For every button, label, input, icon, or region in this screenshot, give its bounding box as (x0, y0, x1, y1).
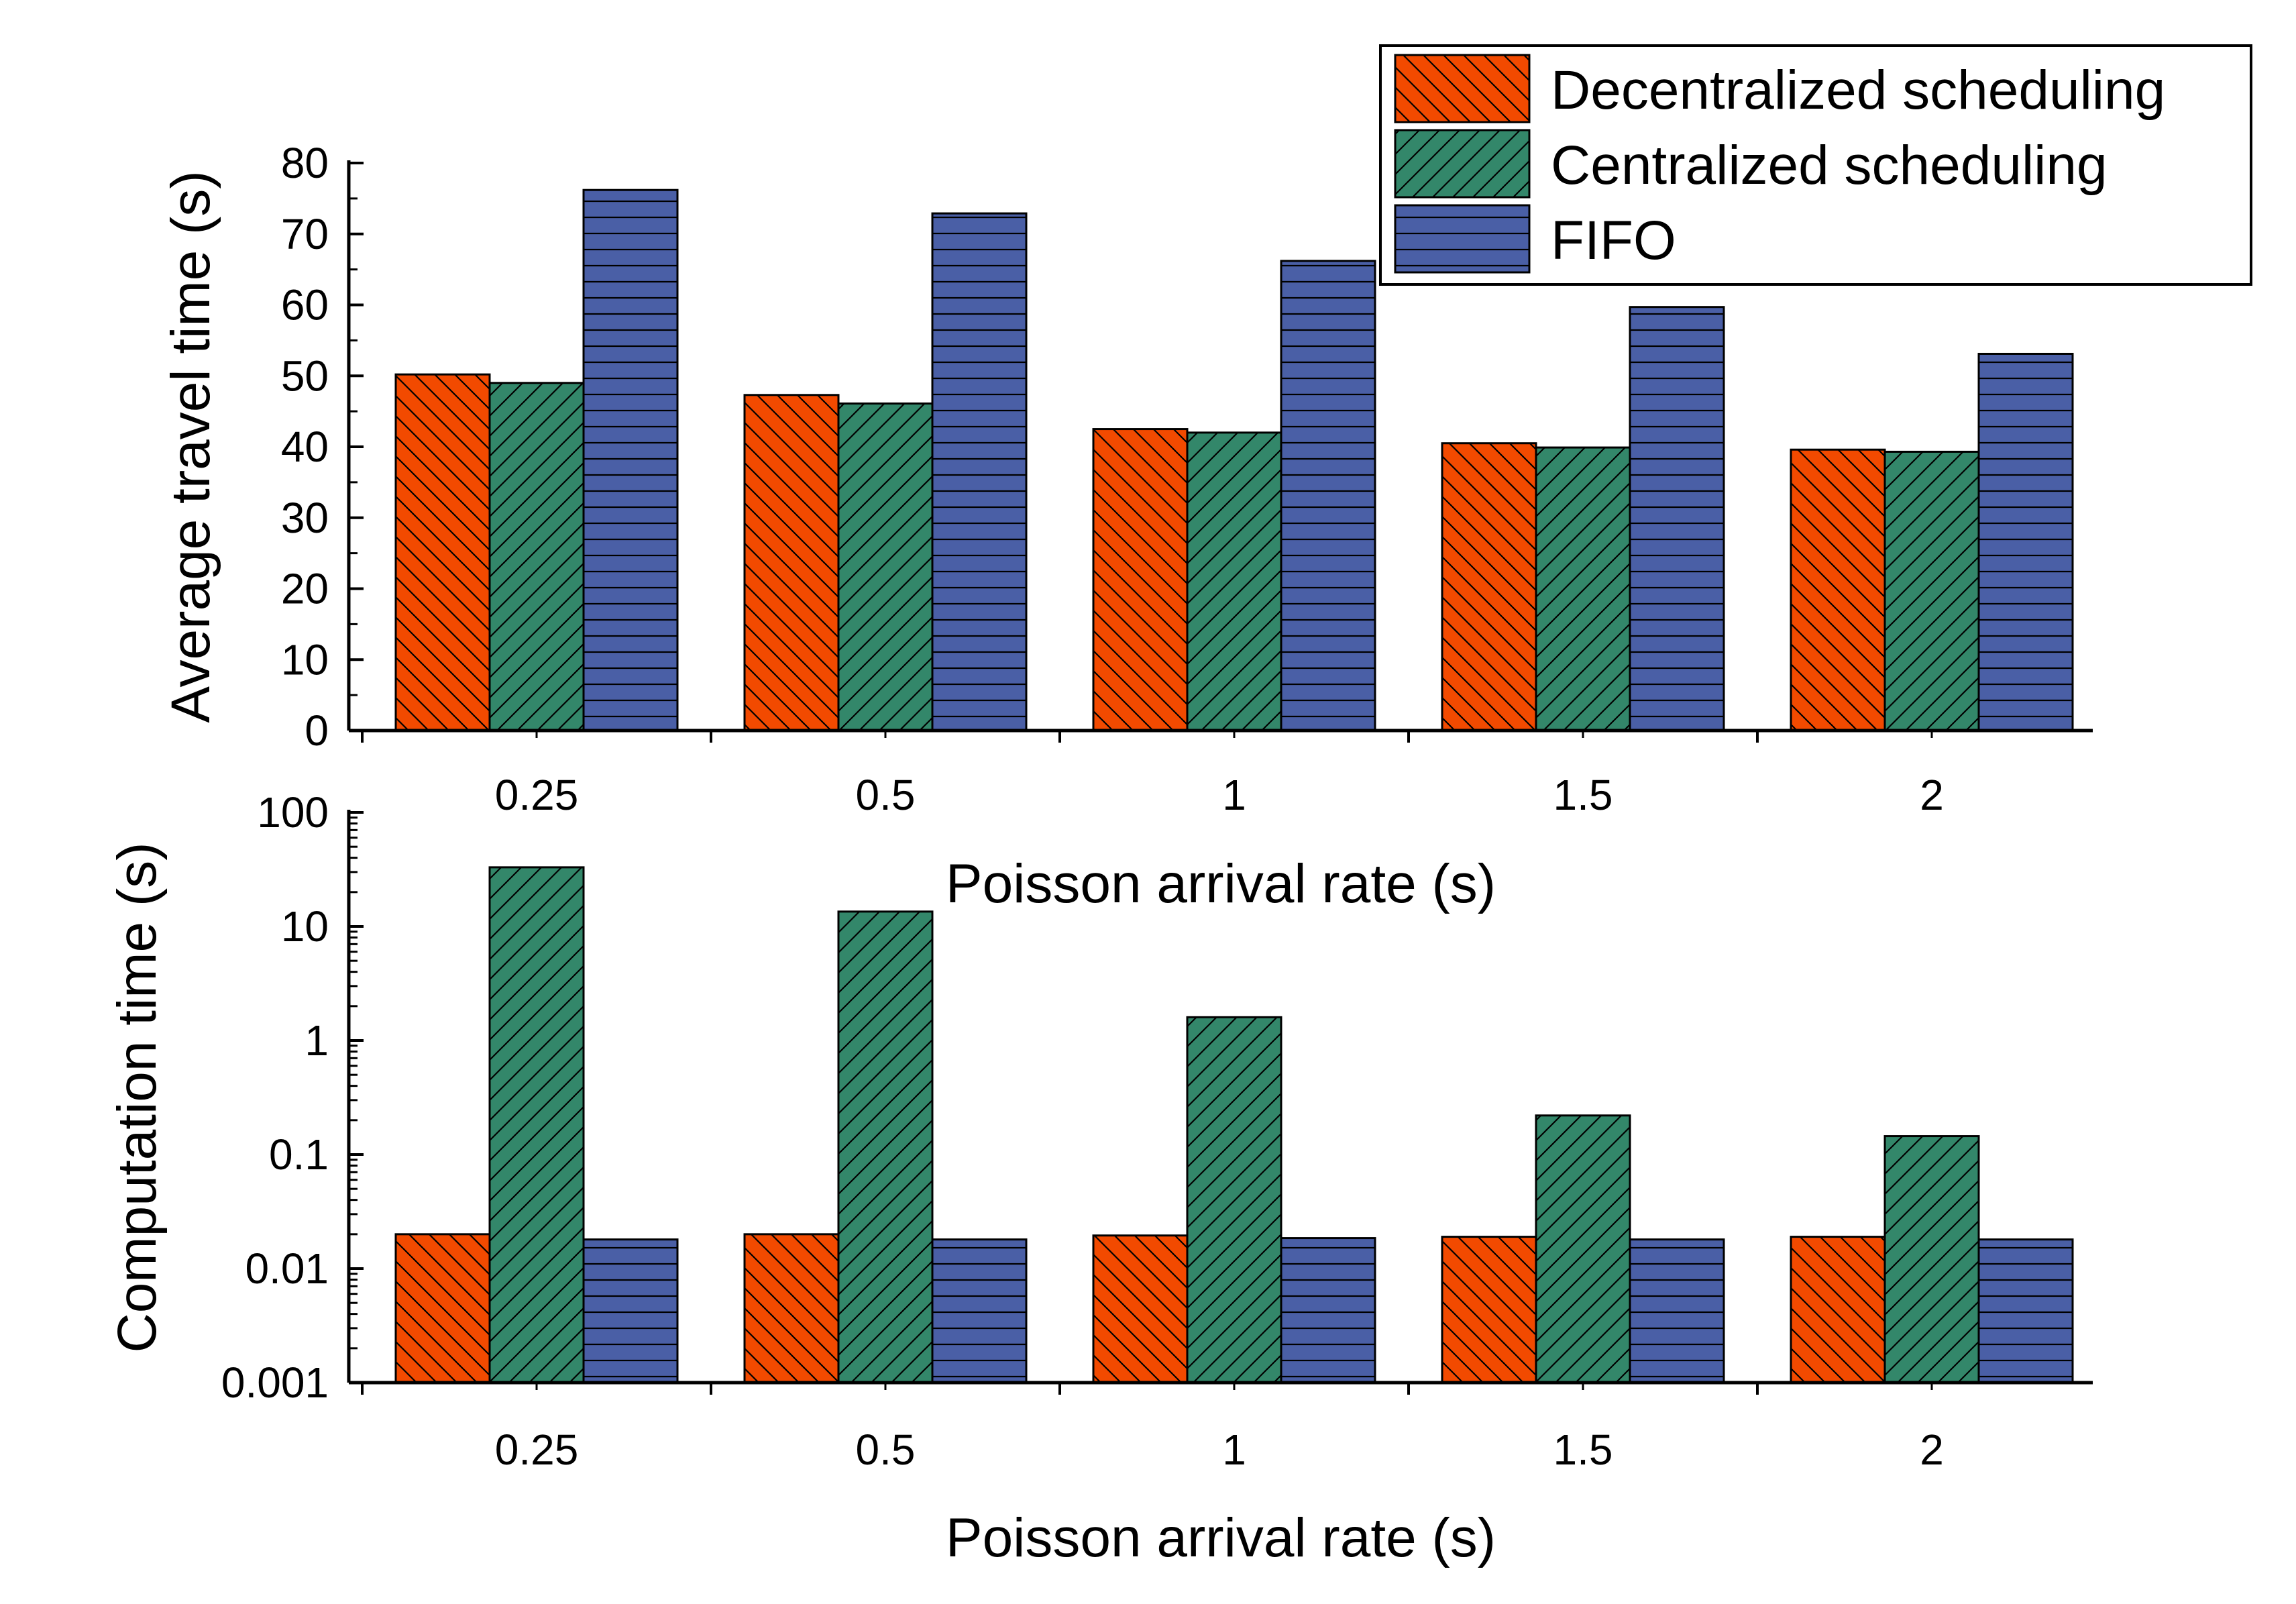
top-y-tick-label: 20 (281, 565, 329, 613)
bottom-bar-decentralized-scheduling-0-5 (743, 1233, 840, 1384)
bottom-bar-fifo-1-5 (1629, 1238, 1725, 1384)
bottom-y-tick-label: 0.001 (221, 1358, 329, 1407)
bottom-y-tick-label: 0.1 (269, 1130, 329, 1179)
bottom-bar-fifo-0-5 (931, 1238, 1028, 1384)
top-bar-decentralized-scheduling-0-5 (743, 394, 840, 732)
top-bar-fifo-0-5 (931, 212, 1028, 732)
bottom-panel-computation-time: 0.001 0.01 0.1 1 10 100 0.25 0.5 1 1.5 2 Computatio… (107, 788, 2093, 1568)
bottom-bar-fifo-1 (1280, 1237, 1376, 1384)
legend-label-centralized-scheduling: Centralized scheduling (1551, 135, 2108, 196)
top-y-tick-label: 70 (281, 210, 329, 258)
bottom-y-tick-label: 100 (257, 788, 329, 837)
legend: Decentralized scheduling Centralized sche… (1379, 44, 2252, 286)
legend-swatch-fifo (1394, 204, 1531, 274)
bottom-y-tick-label: 0.01 (245, 1244, 329, 1293)
top-bar-centralized-scheduling-2 (1883, 450, 1980, 732)
bottom-x-tick-label-1-5: 1.5 (1553, 1426, 1613, 1474)
bottom-bar-fifo-2 (1977, 1238, 2074, 1384)
bottom-bar-centralized-scheduling-0-25 (488, 866, 585, 1384)
bottom-y-tick-label: 10 (281, 902, 329, 951)
top-bar-centralized-scheduling-1-5 (1535, 446, 1631, 732)
bottom-bar-centralized-scheduling-1-5 (1535, 1114, 1631, 1384)
bottom-bar-centralized-scheduling-1 (1186, 1016, 1282, 1384)
top-bar-centralized-scheduling-1 (1186, 431, 1282, 732)
bottom-x-axis-title: Poisson arrival rate (s) (946, 1507, 1496, 1568)
bottom-x-tick-label-2: 2 (1920, 1426, 1944, 1474)
bottom-y-tick-label: 1 (305, 1016, 329, 1065)
top-bar-decentralized-scheduling-0-25 (394, 373, 491, 732)
bottom-y-axis-title: Computation time (s) (107, 842, 168, 1352)
top-bar-fifo-1 (1280, 260, 1376, 732)
legend-swatch-centralized-scheduling (1394, 129, 1531, 199)
top-x-tick-label-2: 2 (1920, 771, 1944, 819)
top-panel-average-travel-time: 0 10 20 30 40 50 60 70 80 0.25 0.5 1 1.5 2 Average tra… (160, 139, 2093, 914)
bottom-bar-decentralized-scheduling-1-5 (1441, 1236, 1537, 1384)
top-y-tick-label: 10 (281, 635, 329, 684)
top-y-tick-label: 50 (281, 352, 329, 400)
top-x-tick-label-1-5: 1.5 (1553, 771, 1613, 819)
bottom-bar-fifo-0-25 (582, 1238, 679, 1384)
top-x-tick-label-0-25: 0.25 (495, 771, 579, 819)
bottom-bar-decentralized-scheduling-1 (1092, 1234, 1189, 1384)
bottom-x-tick-label-0-25: 0.25 (495, 1426, 579, 1474)
top-bar-decentralized-scheduling-1-5 (1441, 442, 1537, 732)
top-x-tick-label-1: 1 (1222, 771, 1246, 819)
top-y-tick-label: 80 (281, 139, 329, 187)
top-y-tick-label: 60 (281, 281, 329, 329)
bottom-bar-decentralized-scheduling-2 (1790, 1236, 1886, 1384)
bottom-x-tick-label-0-5: 0.5 (856, 1426, 916, 1474)
top-bar-fifo-2 (1977, 352, 2074, 732)
top-y-axis-title: Average travel time (s) (160, 170, 221, 723)
bottom-bar-decentralized-scheduling-0-25 (394, 1233, 491, 1384)
top-x-tick-label-0-5: 0.5 (856, 771, 916, 819)
top-bar-centralized-scheduling-0-5 (837, 402, 934, 732)
top-bar-decentralized-scheduling-2 (1790, 448, 1886, 732)
top-bar-fifo-0-25 (582, 189, 679, 732)
top-bar-centralized-scheduling-0-25 (488, 382, 585, 732)
bottom-bar-centralized-scheduling-0-5 (837, 910, 934, 1384)
top-y-tick-label: 0 (305, 706, 329, 755)
legend-label-decentralized-scheduling: Decentralized scheduling (1551, 60, 2165, 121)
bottom-bar-centralized-scheduling-2 (1883, 1135, 1980, 1384)
top-y-tick-label: 40 (281, 423, 329, 471)
legend-label-fifo: FIFO (1551, 210, 1676, 271)
top-bar-decentralized-scheduling-1 (1092, 428, 1189, 732)
legend-swatch-decentralized-scheduling (1394, 54, 1531, 123)
top-y-tick-label: 30 (281, 494, 329, 542)
top-bar-fifo-1-5 (1629, 306, 1725, 732)
top-x-axis-title: Poisson arrival rate (s) (946, 853, 1496, 914)
bottom-x-tick-label-1: 1 (1222, 1426, 1246, 1474)
